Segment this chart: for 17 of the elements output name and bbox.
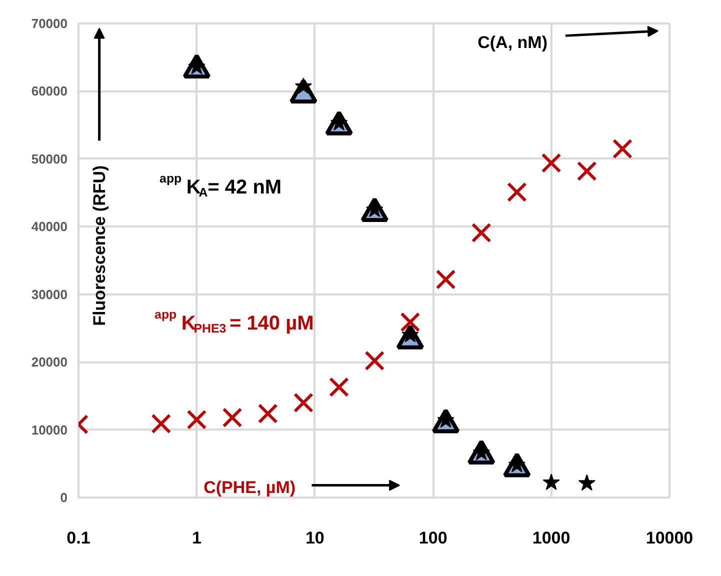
x-tick-label: 100 bbox=[418, 528, 448, 548]
y-axis-title: Fluorescence (RFU) bbox=[90, 165, 109, 326]
y-tick-label: 50000 bbox=[31, 151, 68, 166]
annotation: C(PHE, µM) bbox=[204, 478, 296, 497]
y-tick-label: 10000 bbox=[31, 422, 68, 438]
y-tick-label: 60000 bbox=[31, 84, 68, 99]
x-tick-label: 10000 bbox=[646, 528, 694, 548]
y-tick-label: 20000 bbox=[31, 354, 68, 370]
annotation: C(A, nM) bbox=[478, 32, 548, 52]
y-tick-label: 70000 bbox=[31, 16, 68, 31]
x-tick-label: 1000 bbox=[532, 528, 570, 548]
x-tick-label: 0.1 bbox=[66, 528, 90, 548]
y-tick-label: 0 bbox=[60, 490, 68, 505]
y-tick-label: 30000 bbox=[31, 286, 68, 302]
x-tick-label: 1 bbox=[192, 528, 202, 548]
x-tick-label: 10 bbox=[305, 528, 324, 548]
y-tick-label: 40000 bbox=[31, 219, 68, 234]
